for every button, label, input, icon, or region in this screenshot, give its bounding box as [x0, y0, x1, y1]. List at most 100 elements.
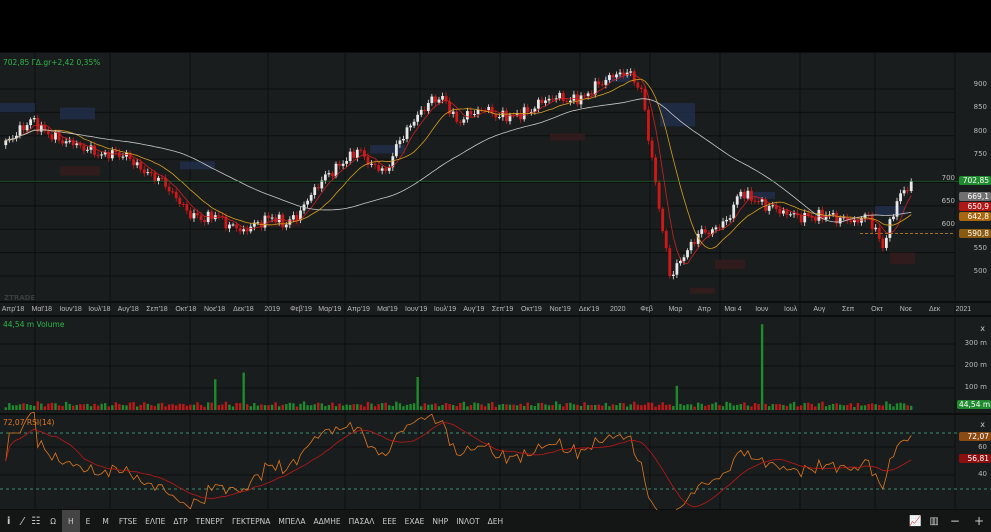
volume-bar: [203, 406, 206, 410]
volume-bar: [267, 405, 270, 410]
candle: [43, 125, 47, 132]
candle: [689, 242, 693, 251]
time-axis-label: Νοε'19: [549, 306, 571, 313]
volume-bar: [892, 406, 895, 410]
volume-bar: [483, 406, 487, 410]
candle: [103, 152, 107, 155]
volume-bar: [249, 406, 252, 410]
volume-bar: [718, 405, 721, 410]
volume-bar: [132, 401, 135, 410]
volume-bar: [537, 403, 540, 410]
period-button[interactable]: Ω: [50, 516, 56, 526]
candle: [370, 163, 373, 165]
period-button[interactable]: Η: [61, 510, 80, 532]
volume-bar: [32, 405, 36, 410]
volume-bar: [160, 402, 164, 410]
volume-bar: [707, 404, 711, 410]
candle: [245, 229, 249, 232]
symbol-button[interactable]: ΑΔΜΗΕ: [313, 516, 341, 526]
volume-bar: [594, 404, 597, 410]
symbol-button[interactable]: ΜΠΕΛΑ: [278, 516, 306, 526]
volume-bar: [299, 403, 302, 410]
volume-bar: [331, 402, 334, 410]
candle: [331, 173, 334, 177]
volume-bar: [668, 404, 671, 410]
candle: [274, 217, 278, 223]
symbol-button[interactable]: ΤΕΝΕΡΓ: [195, 516, 224, 526]
time-axis-label: 2021: [955, 306, 972, 313]
symbol-button[interactable]: ΔΕΗ: [487, 516, 504, 526]
time-axis-label: 2019: [264, 306, 280, 313]
volume-bar: [320, 403, 323, 410]
time-axis-label: Αυγ'18: [117, 306, 139, 313]
candle: [242, 229, 246, 232]
time-axis-label: Φεβ'19: [290, 306, 312, 313]
symbol-button[interactable]: ΔΤΡ: [173, 516, 188, 526]
volume-bar: [437, 406, 441, 410]
candle: [15, 135, 18, 139]
symbol-button[interactable]: ΕΧΑΕ: [404, 516, 425, 526]
volume-bar: [238, 403, 242, 410]
volume-close-button[interactable]: x: [980, 324, 985, 333]
candle: [39, 125, 43, 132]
candle: [306, 200, 309, 205]
time-axis-label: Δεκ'18: [233, 306, 254, 313]
rsi-close-button[interactable]: x: [980, 420, 985, 429]
symbol-button[interactable]: ΠΑΣΑΛ: [348, 516, 375, 526]
volume-bar: [739, 404, 742, 410]
time-axis-label: Οκτ'18: [175, 306, 197, 313]
symbol-button[interactable]: ΓΕΚΤΕΡΝΑ: [232, 516, 271, 526]
symbol-button[interactable]: ΝΗΡ: [432, 516, 449, 526]
volume-bar: [451, 404, 455, 410]
volume-bar: [111, 405, 114, 410]
volume-bar: [178, 403, 181, 410]
period-button[interactable]: Μ: [102, 516, 109, 526]
candle: [366, 156, 370, 165]
volume-bar: [902, 403, 906, 410]
layout-icon[interactable]: ☷: [31, 515, 41, 527]
volume-bar: [910, 405, 913, 410]
time-axis-label: Οκτ'19: [520, 306, 542, 313]
period-button[interactable]: Ε: [85, 516, 91, 526]
candle: [323, 174, 327, 181]
symbol-button[interactable]: ΕΛΠΕ: [145, 516, 166, 526]
candle: [235, 224, 238, 229]
volume-bar: [579, 405, 583, 410]
candle: [799, 215, 803, 223]
symbol-button[interactable]: FTSE: [118, 516, 138, 526]
time-axis-label: Ιουν'19: [405, 306, 428, 313]
volume-bar: [831, 403, 835, 410]
volume-bar: [118, 404, 121, 410]
volume-bar: [143, 402, 146, 410]
symbol-button[interactable]: ΙΝΛΟΤ: [456, 516, 480, 526]
zoom-in-icon[interactable]: +: [973, 514, 984, 528]
candle: [160, 177, 164, 179]
volume-bar: [150, 405, 153, 410]
candle: [153, 172, 157, 182]
rsi-tag: 72,07: [959, 432, 991, 441]
candle: [483, 109, 487, 111]
candle: [696, 233, 700, 244]
volume-bar: [388, 405, 391, 410]
candle: [757, 201, 760, 203]
volume-bar: [693, 406, 696, 410]
candle: [345, 161, 349, 164]
volume-bar: [480, 404, 483, 410]
candle: [508, 114, 512, 122]
time-axis-label: Δεκ: [928, 306, 941, 313]
candle: [629, 71, 633, 73]
info-icon[interactable]: i: [7, 515, 11, 527]
chart-type-icon[interactable]: ▥: [929, 515, 939, 527]
volume-bar: [93, 403, 96, 410]
candle: [284, 224, 288, 228]
candle: [363, 150, 366, 157]
candle: [380, 168, 384, 171]
zoom-out-icon[interactable]: −: [949, 514, 960, 528]
candle: [824, 215, 828, 220]
candle: [849, 220, 853, 223]
indicators-icon[interactable]: 📈: [908, 515, 922, 527]
chart-canvas[interactable]: [0, 52, 991, 510]
symbol-button[interactable]: ΕΕΕ: [382, 516, 397, 526]
candle: [82, 145, 86, 151]
draw-line-icon[interactable]: ⁄: [21, 514, 24, 528]
